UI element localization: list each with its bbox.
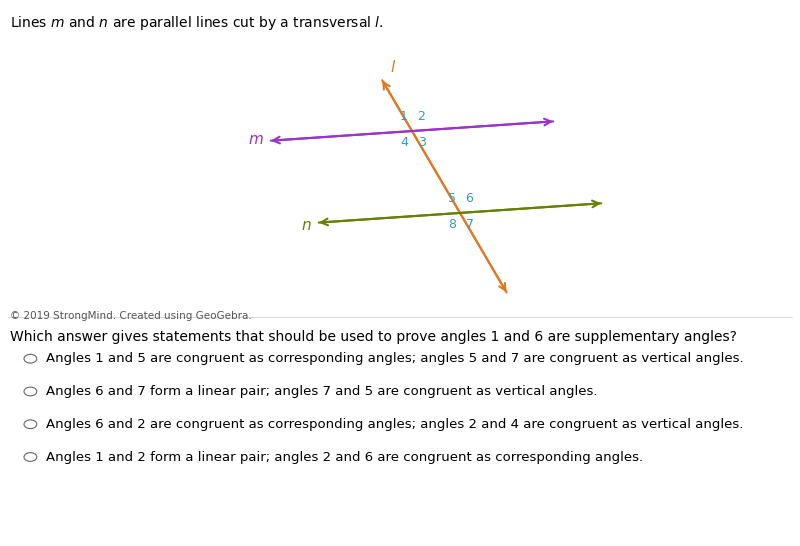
Text: © 2019 StrongMind. Created using GeoGebra.: © 2019 StrongMind. Created using GeoGebr… xyxy=(10,311,252,321)
Text: Angles 1 and 2 form a linear pair; angles 2 and 6 are congruent as corresponding: Angles 1 and 2 form a linear pair; angle… xyxy=(46,450,643,464)
Text: 6: 6 xyxy=(466,192,474,205)
Text: 5: 5 xyxy=(448,192,456,205)
Text: Angles 6 and 7 form a linear pair; angles 7 and 5 are congruent as vertical angl: Angles 6 and 7 form a linear pair; angle… xyxy=(46,385,598,398)
Text: 3: 3 xyxy=(418,136,426,150)
Text: 1: 1 xyxy=(400,110,408,123)
Text: Lines $m$ and $n$ are parallel lines cut by a transversal $l$.: Lines $m$ and $n$ are parallel lines cut… xyxy=(10,14,384,32)
Text: 2: 2 xyxy=(418,110,426,123)
Text: $l$: $l$ xyxy=(390,59,397,75)
Text: Which answer gives statements that should be used to prove angles 1 and 6 are su: Which answer gives statements that shoul… xyxy=(10,330,738,345)
Text: 8: 8 xyxy=(448,218,456,232)
Text: Angles 6 and 2 are congruent as corresponding angles; angles 2 and 4 are congrue: Angles 6 and 2 are congruent as correspo… xyxy=(46,418,744,431)
Text: $n$: $n$ xyxy=(302,218,312,233)
Text: $m$: $m$ xyxy=(248,132,264,147)
Text: Angles 1 and 5 are congruent as corresponding angles; angles 5 and 7 are congrue: Angles 1 and 5 are congruent as correspo… xyxy=(46,352,744,365)
Text: 7: 7 xyxy=(466,218,474,232)
Text: 4: 4 xyxy=(400,136,408,150)
